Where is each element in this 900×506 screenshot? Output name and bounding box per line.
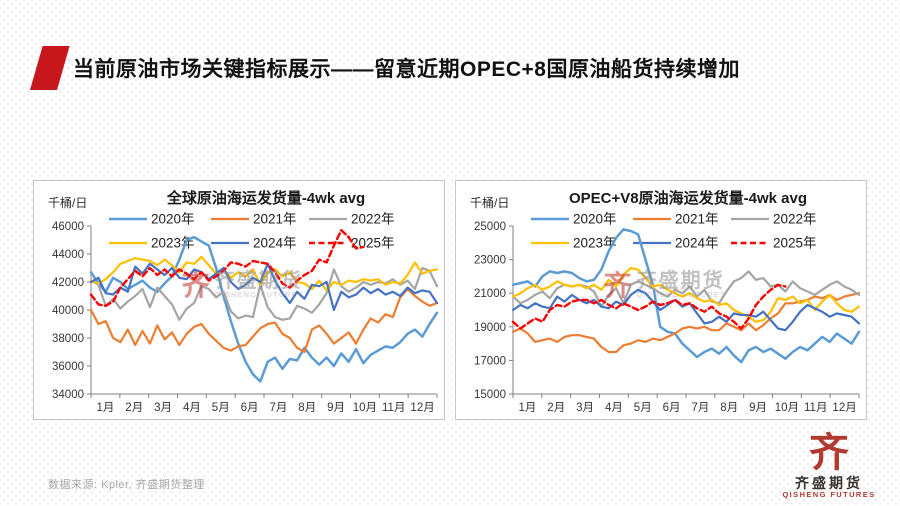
svg-text:46000: 46000 <box>52 221 84 233</box>
charts-row: 千桶/日 全球原油海运发货量-4wk avg 46000 44000 42000 40… <box>33 180 867 420</box>
svg-text:3月: 3月 <box>576 402 594 414</box>
series-2025年 <box>511 283 787 330</box>
svg-text:36000: 36000 <box>52 361 84 373</box>
svg-text:25000: 25000 <box>474 221 506 233</box>
x-axis-ticks: 1月 2月 3月 4月 5月 6月 7月 8月 9月 10月 11月 12月 <box>90 394 438 414</box>
global-shipments-line-chart: 千桶/日 全球原油海运发货量-4wk avg 46000 44000 42000 40… <box>48 189 439 414</box>
data-source-note: 数据来源: Kpler, 齐盛期货整理 <box>48 479 205 491</box>
svg-text:44000: 44000 <box>52 249 84 261</box>
svg-text:7月: 7月 <box>269 402 287 414</box>
series-2023年 <box>511 266 861 323</box>
y-axis-unit-label: 千桶/日 <box>470 195 509 210</box>
logo-name-cn: 齐盛期货 <box>795 475 863 492</box>
series-2025年 <box>89 229 365 308</box>
svg-text:1月: 1月 <box>518 402 536 414</box>
series-2020年 <box>89 235 439 383</box>
series-2023年 <box>89 255 439 292</box>
qisheng-logo: 齐 齐盛期货 QISHENG FUTURES <box>774 433 884 500</box>
series-2022年 <box>89 266 439 321</box>
opec-v8-shipments-line-chart: 千桶/日 OPEC+V8原油海运发货量-4wk avg 25000 23000 21… <box>470 189 861 414</box>
svg-text:11月: 11月 <box>382 402 405 414</box>
svg-text:9月: 9月 <box>327 402 345 414</box>
legend-label: 2022年 <box>773 212 817 227</box>
legend-label: 2024年 <box>675 236 719 251</box>
chart-title: OPEC+V8原油海运发货量-4wk avg <box>569 189 807 207</box>
svg-text:5月: 5月 <box>212 402 230 414</box>
svg-text:42000: 42000 <box>52 277 84 289</box>
title-accent-shape <box>30 46 70 90</box>
qisheng-seal-icon: 齐 <box>809 429 849 477</box>
svg-text:15000: 15000 <box>474 389 506 401</box>
svg-text:38000: 38000 <box>52 333 84 345</box>
svg-text:1月: 1月 <box>96 402 114 414</box>
svg-text:10月: 10月 <box>353 402 377 414</box>
svg-text:5月: 5月 <box>634 402 652 414</box>
legend-label: 2025年 <box>773 236 817 251</box>
legend-label: 2023年 <box>573 236 617 251</box>
svg-text:3月: 3月 <box>154 402 172 414</box>
y-axis-unit-label: 千桶/日 <box>48 195 87 210</box>
page-title: 当前原油市场关键指标展示——留意近期OPEC+8国原油船货持续增加 <box>73 58 740 81</box>
chart-global-shipments: 千桶/日 全球原油海运发货量-4wk avg 46000 44000 42000 40… <box>33 180 445 420</box>
svg-text:8月: 8月 <box>720 402 738 414</box>
chart-title: 全球原油海运发货量-4wk avg <box>166 189 365 207</box>
svg-text:4月: 4月 <box>605 402 623 414</box>
legend-label: 2021年 <box>675 212 719 227</box>
svg-text:9月: 9月 <box>749 402 767 414</box>
series-2024年 <box>89 262 439 312</box>
legend-label: 2020年 <box>151 212 195 227</box>
svg-text:19000: 19000 <box>474 322 506 334</box>
legend-label: 2023年 <box>151 236 195 251</box>
svg-text:23000: 23000 <box>474 255 506 267</box>
svg-text:12月: 12月 <box>410 402 434 414</box>
legend-label: 2020年 <box>573 212 617 227</box>
chart-opec-v8-shipments: 千桶/日 OPEC+V8原油海运发货量-4wk avg 25000 23000 21… <box>455 180 867 420</box>
legend-label: 2024年 <box>253 236 297 251</box>
legend-label: 2022年 <box>351 212 395 227</box>
svg-text:17000: 17000 <box>474 355 506 367</box>
svg-text:40000: 40000 <box>52 305 84 317</box>
series-2021年 <box>89 287 439 354</box>
svg-text:8月: 8月 <box>298 402 316 414</box>
series-2020年 <box>511 228 861 364</box>
legend-label: 2021年 <box>253 212 297 227</box>
svg-text:11月: 11月 <box>804 402 827 414</box>
legend: 2020年 2021年 2022年 2023年 2024年 2025年 <box>531 212 817 251</box>
svg-text:10月: 10月 <box>775 402 799 414</box>
svg-text:2月: 2月 <box>547 402 565 414</box>
logo-name-en: QISHENG FUTURES <box>782 490 876 500</box>
svg-text:12月: 12月 <box>832 402 856 414</box>
svg-text:21000: 21000 <box>474 288 506 300</box>
series-2021年 <box>511 292 861 354</box>
svg-text:6月: 6月 <box>663 402 681 414</box>
svg-text:4月: 4月 <box>183 402 201 414</box>
svg-text:2月: 2月 <box>125 402 143 414</box>
x-axis-ticks: 1月 2月 3月 4月 5月 6月 7月 8月 9月 10月 11月 12月 <box>512 394 860 414</box>
svg-text:7月: 7月 <box>691 402 709 414</box>
axes <box>512 226 859 395</box>
y-axis-ticks: 46000 44000 42000 40000 38000 36000 34000 <box>52 221 91 401</box>
svg-text:6月: 6月 <box>241 402 259 414</box>
header: 当前原油市场关键指标展示——留意近期OPEC+8国原油船货持续增加 <box>30 46 740 90</box>
y-axis-ticks: 25000 23000 21000 19000 17000 15000 <box>474 221 513 401</box>
svg-text:34000: 34000 <box>52 389 84 401</box>
